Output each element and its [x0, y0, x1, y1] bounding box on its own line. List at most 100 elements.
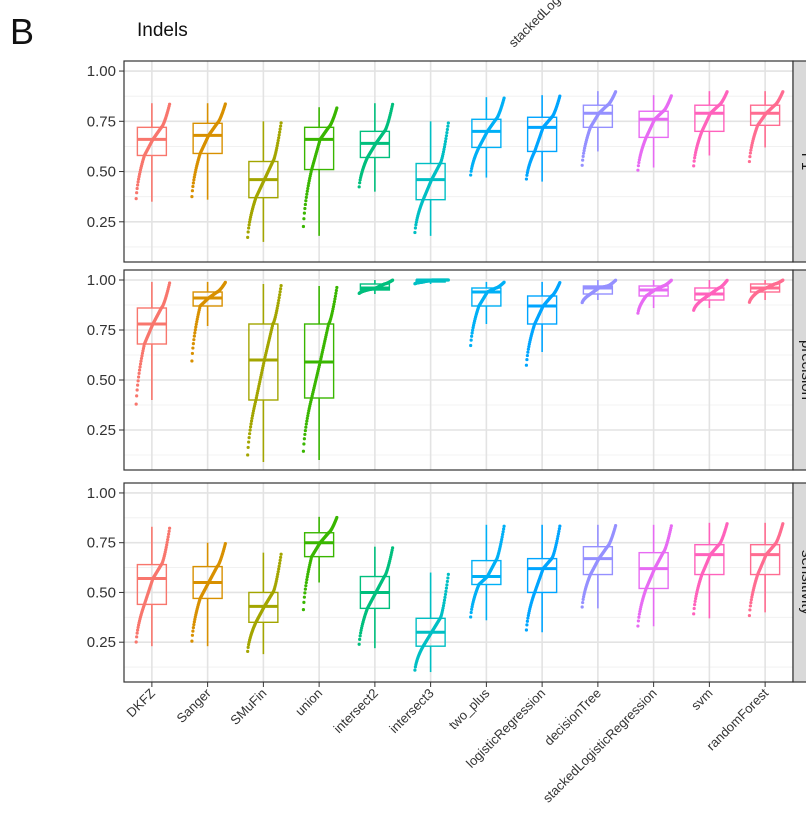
data-point — [303, 432, 307, 437]
data-point — [248, 220, 252, 224]
data-point — [638, 609, 642, 614]
data-point — [136, 180, 140, 184]
panel-border — [123, 269, 794, 471]
data-point — [168, 281, 172, 285]
x-tick-label: Sanger — [173, 685, 214, 726]
data-point — [391, 102, 395, 106]
data-point — [302, 217, 306, 221]
data-point — [303, 587, 307, 591]
data-point — [444, 134, 449, 138]
data-point — [247, 226, 251, 230]
data-point — [524, 628, 529, 632]
data-point — [135, 631, 139, 635]
box-DKFZ — [134, 281, 172, 406]
data-point — [275, 577, 279, 581]
facet-strip-label: F1 — [798, 153, 806, 171]
box-decisionTree — [580, 524, 618, 609]
data-point — [669, 524, 673, 528]
y-tick-label: 0.50 — [87, 584, 116, 601]
data-point — [139, 359, 143, 363]
points-stackedLogisticRegression — [636, 278, 673, 315]
box-intersect3 — [413, 121, 450, 236]
data-point — [443, 139, 448, 144]
box-iqr — [694, 543, 725, 576]
data-point — [275, 146, 279, 150]
data-point — [581, 158, 585, 162]
data-point — [331, 307, 335, 311]
data-point — [306, 414, 310, 418]
data-point — [391, 278, 395, 282]
data-point — [525, 623, 529, 627]
data-point — [192, 175, 196, 179]
box-iqr — [136, 563, 168, 606]
data-point — [136, 375, 141, 379]
points-SMuFin — [246, 121, 283, 239]
data-point — [195, 317, 199, 321]
data-point — [525, 357, 529, 362]
data-point — [557, 527, 561, 531]
data-point — [556, 534, 560, 538]
y-tick-label: 0.50 — [87, 164, 116, 181]
box-intersect2 — [357, 278, 395, 296]
data-point — [247, 223, 251, 227]
data-point — [195, 320, 199, 324]
data-point — [525, 353, 529, 358]
data-point — [614, 524, 618, 528]
data-point — [246, 235, 250, 239]
data-point — [527, 345, 531, 349]
data-point — [781, 522, 785, 526]
box-logisticRegression — [524, 280, 562, 367]
points-two_plus — [469, 524, 506, 619]
data-point — [693, 156, 697, 160]
data-point — [446, 121, 450, 125]
data-point — [558, 94, 562, 98]
data-point — [614, 278, 618, 282]
x-tick-label: union — [292, 686, 325, 719]
data-point — [749, 148, 753, 152]
data-point — [137, 174, 141, 179]
data-point — [190, 351, 195, 356]
points-two_plus — [469, 96, 506, 177]
data-point — [275, 306, 279, 310]
data-point — [136, 383, 140, 387]
data-point — [556, 532, 561, 536]
box-union — [301, 515, 339, 612]
points-Sanger — [190, 542, 227, 643]
data-point — [134, 197, 138, 201]
points-intersect2 — [357, 546, 395, 646]
data-point — [166, 535, 170, 539]
data-point — [693, 153, 697, 157]
points-two_plus — [469, 280, 506, 348]
data-point — [582, 148, 586, 153]
facet-strip-label: precision — [798, 340, 806, 400]
data-point — [637, 612, 641, 616]
data-point — [194, 325, 198, 329]
data-point — [135, 394, 139, 398]
data-point — [302, 600, 306, 604]
facet-sensitivity: 0.25 0.50 0.75 1.00 sensitivity — [87, 482, 806, 683]
box-SMuFin — [246, 552, 283, 655]
data-point — [194, 322, 198, 326]
points-svm — [692, 278, 729, 312]
data-point — [191, 181, 195, 185]
points-SMuFin — [246, 552, 283, 653]
data-point — [637, 160, 641, 165]
box-iqr — [582, 545, 614, 576]
data-point — [446, 576, 450, 580]
data-point — [277, 564, 281, 568]
data-point — [471, 328, 475, 332]
data-point — [692, 159, 696, 163]
data-point — [332, 299, 337, 304]
box-two_plus — [469, 524, 506, 621]
data-point — [582, 151, 586, 155]
data-point — [223, 280, 227, 284]
data-point — [246, 453, 250, 457]
data-point — [694, 597, 698, 601]
points-svm — [692, 522, 729, 616]
data-point — [193, 172, 197, 177]
box-iqr — [638, 110, 669, 139]
box-iqr — [526, 295, 558, 325]
data-point — [636, 624, 640, 628]
data-point — [526, 347, 530, 351]
x-tick-label: intersect3 — [386, 686, 436, 736]
